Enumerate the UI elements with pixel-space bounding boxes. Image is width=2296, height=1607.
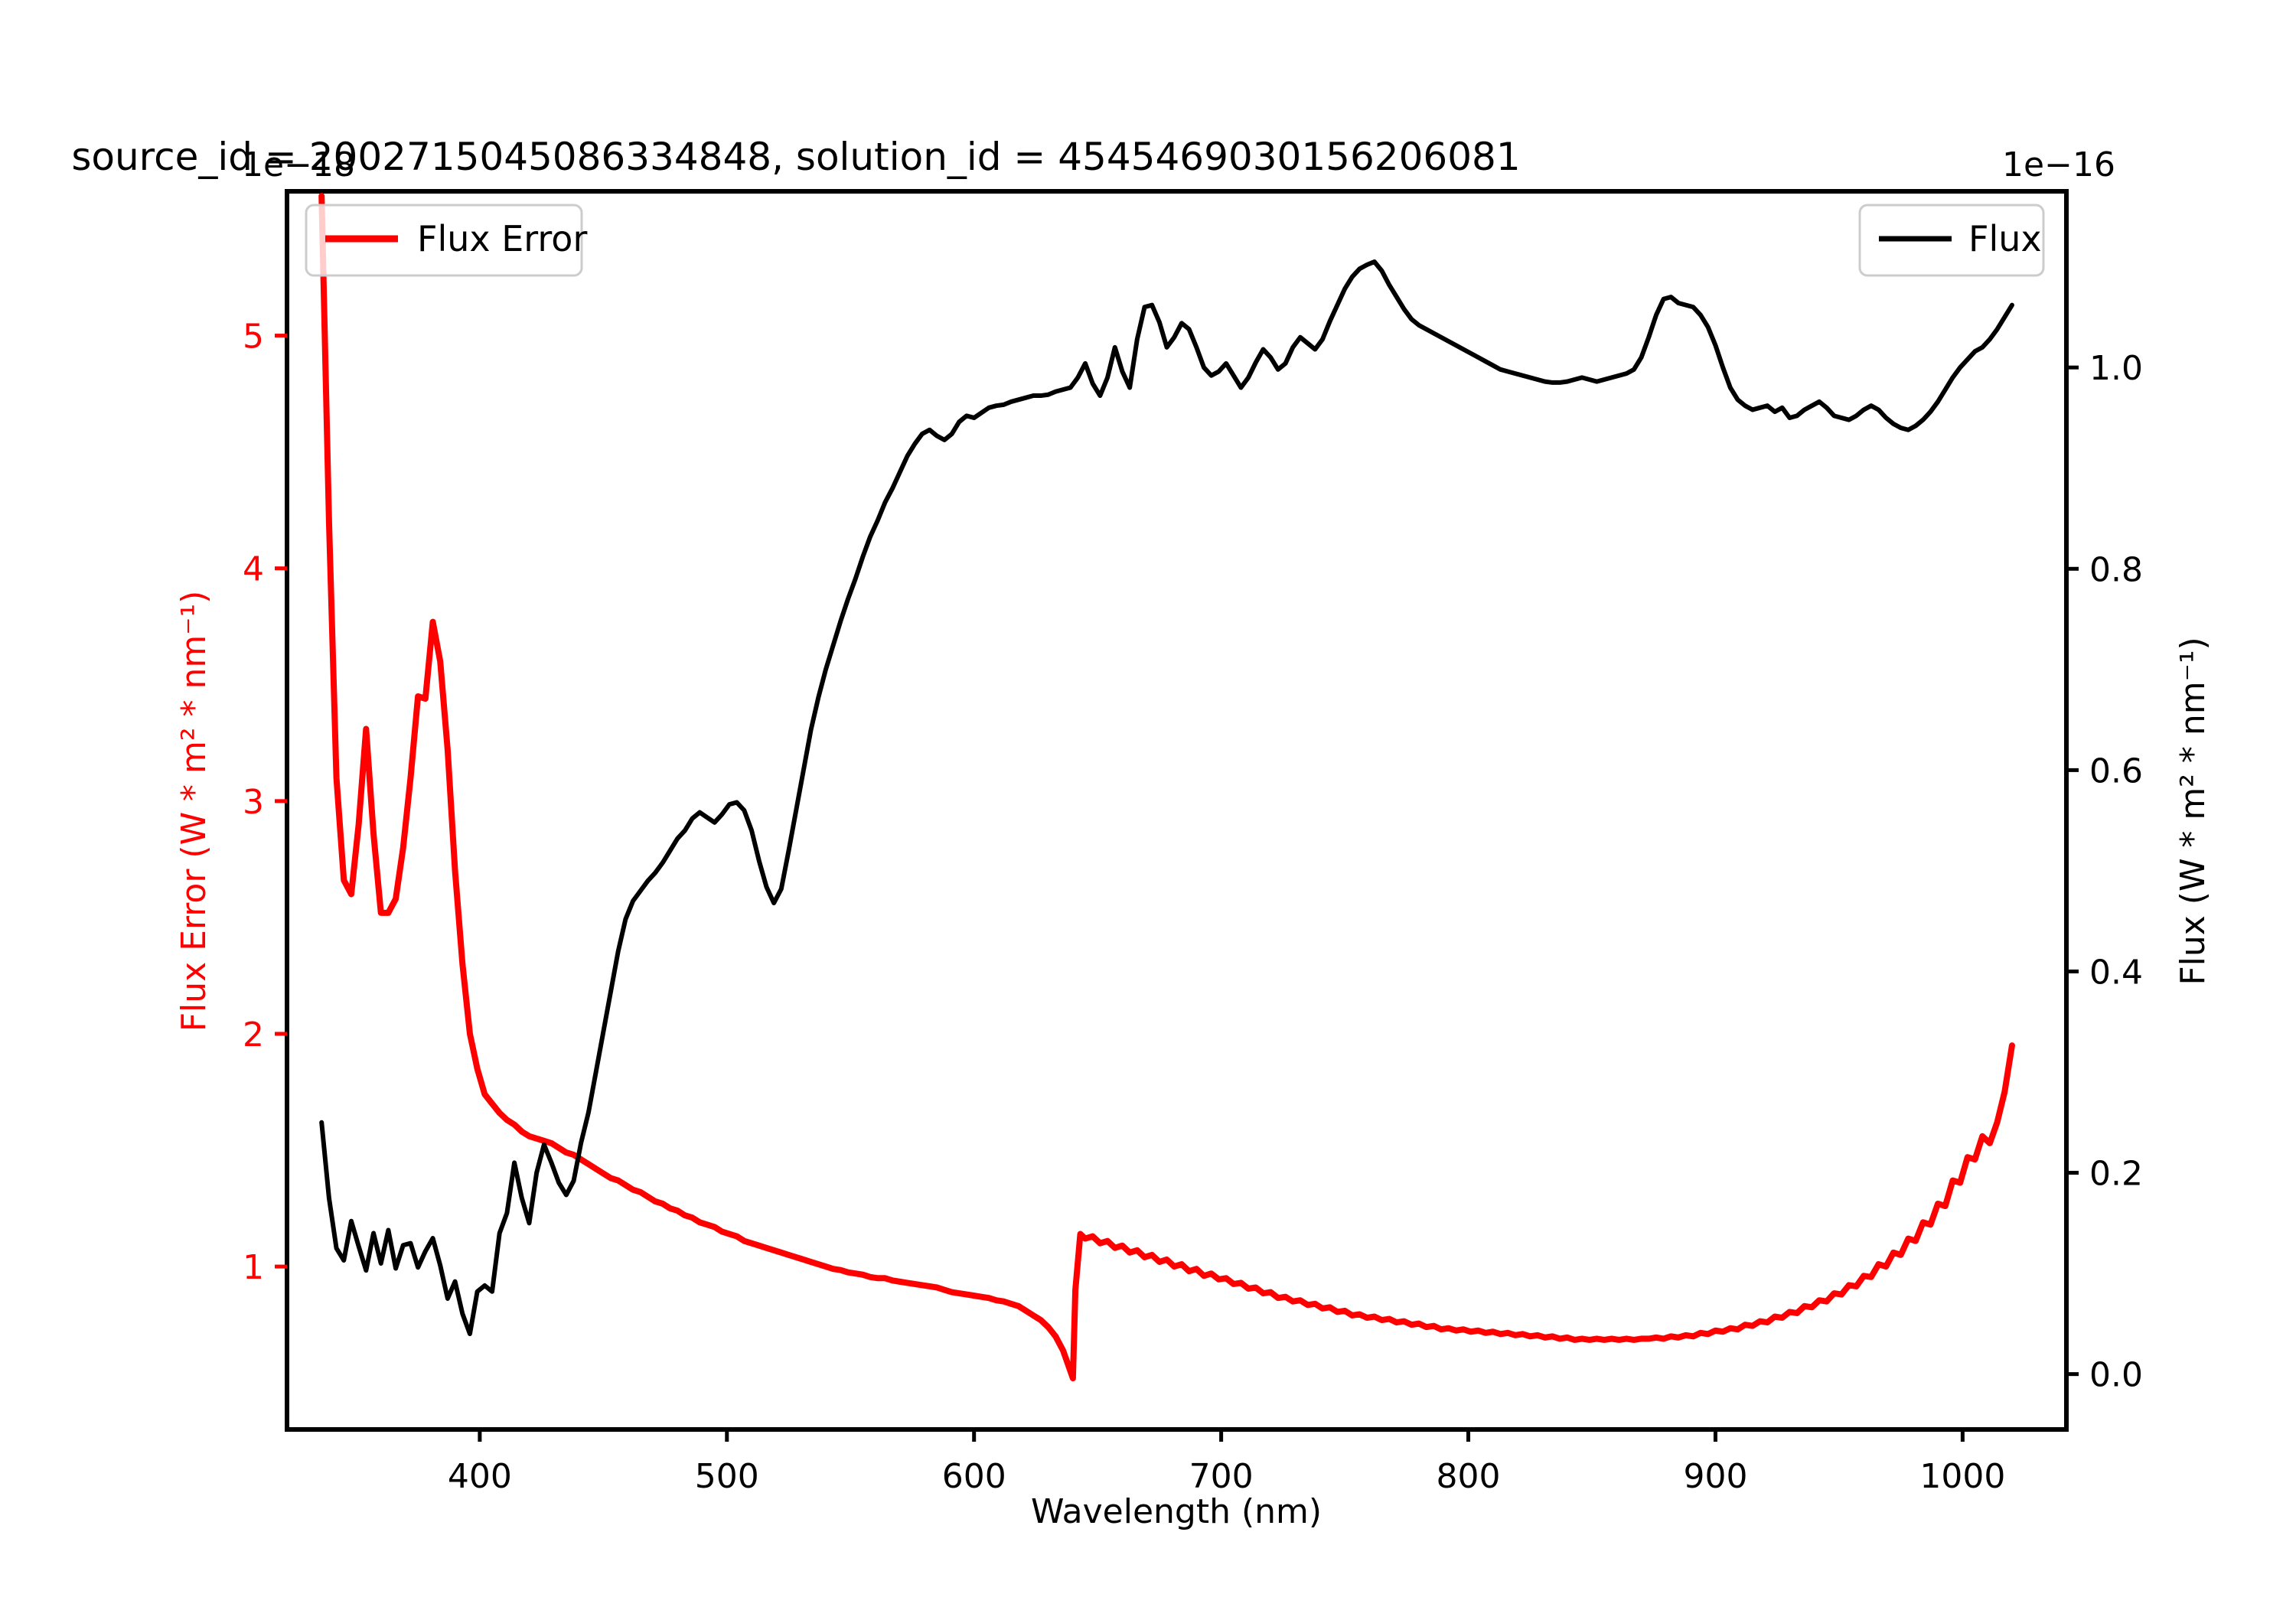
- legend-left-box: [305, 204, 583, 277]
- x-tick-label: 600: [942, 1457, 1006, 1496]
- flux-error-line: [318, 193, 2015, 1382]
- right-axis-ticks: 0.0 0.2 0.4 0.6 0.8 1.0: [2066, 349, 2143, 1395]
- left-axis-label: Flux Error (W * m² * nm⁻¹): [174, 591, 214, 1032]
- x-tick-label: 700: [1189, 1457, 1254, 1496]
- x-tick-label: 400: [448, 1457, 512, 1496]
- axes-frame: [285, 189, 2069, 1432]
- right-tick-label: 1.0: [2089, 349, 2143, 388]
- left-tick-label: 4: [243, 550, 264, 589]
- x-tick-label: 900: [1683, 1457, 1747, 1496]
- x-tick-label: 500: [695, 1457, 759, 1496]
- right-axis-offset-text: 1e−16: [2002, 145, 2115, 184]
- right-tick-label: 0.8: [2089, 550, 2143, 589]
- x-axis-ticks: 400 500 600 700 800 900 1000: [448, 1429, 2005, 1496]
- left-tick-label: 3: [243, 783, 264, 822]
- page-title: source_id = 2002715045086334848, solutio…: [71, 135, 1520, 179]
- data-series-group: [318, 193, 2015, 1382]
- legend-flux-error[interactable]: Flux Error: [305, 204, 587, 277]
- x-axis-label: Wavelength (nm): [1031, 1492, 1322, 1531]
- left-axis-ticks: 1 2 3 4 5: [243, 318, 287, 1287]
- right-axis-label: Flux (W * m² * nm⁻¹): [2174, 637, 2213, 985]
- left-tick-label: 5: [243, 318, 264, 357]
- legend-left-label: Flux Error: [417, 218, 587, 259]
- right-tick-label: 0.4: [2089, 953, 2143, 992]
- left-tick-label: 1: [243, 1248, 264, 1287]
- x-tick-label: 1000: [1919, 1457, 2005, 1496]
- right-tick-label: 0.0: [2089, 1356, 2143, 1395]
- x-tick-label: 800: [1437, 1457, 1501, 1496]
- right-tick-label: 0.2: [2089, 1155, 2143, 1194]
- left-tick-label: 2: [243, 1015, 264, 1054]
- left-axis-offset-text: 1e−18: [242, 145, 355, 184]
- legend-flux[interactable]: Flux: [1858, 204, 2045, 277]
- flux-line: [319, 259, 2014, 1337]
- right-tick-label: 0.6: [2089, 751, 2143, 790]
- legend-right-label: Flux: [1968, 218, 2042, 259]
